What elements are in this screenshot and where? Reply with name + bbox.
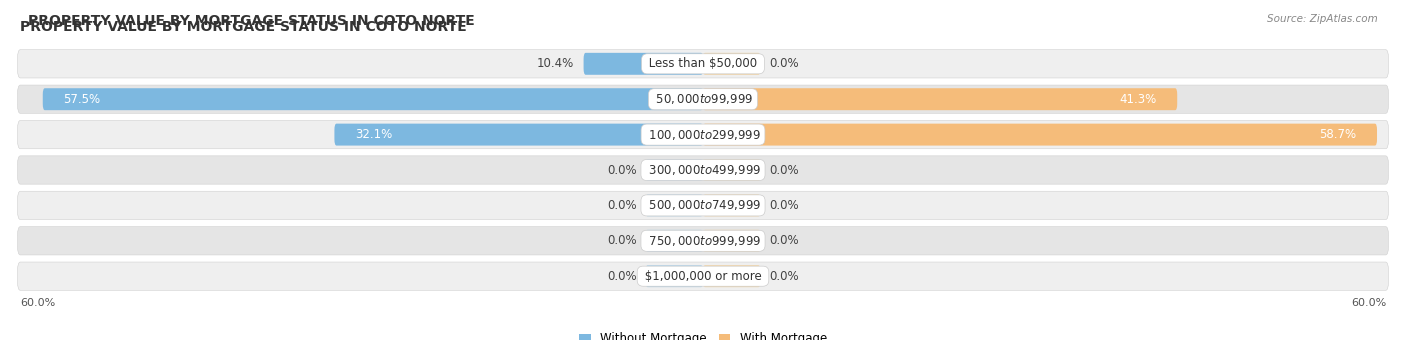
Text: $50,000 to $99,999: $50,000 to $99,999: [652, 92, 754, 106]
FancyBboxPatch shape: [17, 227, 1389, 255]
Text: 32.1%: 32.1%: [356, 128, 392, 141]
Text: 0.0%: 0.0%: [769, 199, 799, 212]
FancyBboxPatch shape: [703, 194, 761, 216]
Text: 0.0%: 0.0%: [607, 234, 637, 247]
FancyBboxPatch shape: [17, 191, 1389, 220]
FancyBboxPatch shape: [645, 194, 703, 216]
FancyBboxPatch shape: [645, 230, 703, 252]
Text: Source: ZipAtlas.com: Source: ZipAtlas.com: [1267, 14, 1378, 23]
FancyBboxPatch shape: [17, 120, 1389, 149]
FancyBboxPatch shape: [703, 230, 761, 252]
FancyBboxPatch shape: [703, 124, 1376, 146]
Text: 0.0%: 0.0%: [769, 164, 799, 176]
Text: 0.0%: 0.0%: [769, 234, 799, 247]
Text: $1,000,000 or more: $1,000,000 or more: [641, 270, 765, 283]
Text: PROPERTY VALUE BY MORTGAGE STATUS IN COTO NORTE: PROPERTY VALUE BY MORTGAGE STATUS IN COT…: [20, 20, 467, 34]
Text: 0.0%: 0.0%: [769, 57, 799, 70]
Text: 0.0%: 0.0%: [607, 270, 637, 283]
FancyBboxPatch shape: [17, 262, 1389, 290]
FancyBboxPatch shape: [703, 53, 761, 75]
Text: 0.0%: 0.0%: [607, 164, 637, 176]
FancyBboxPatch shape: [645, 265, 703, 287]
Text: 60.0%: 60.0%: [1351, 298, 1386, 308]
FancyBboxPatch shape: [645, 159, 703, 181]
Text: 0.0%: 0.0%: [607, 199, 637, 212]
Text: $750,000 to $999,999: $750,000 to $999,999: [644, 234, 762, 248]
Text: 41.3%: 41.3%: [1119, 93, 1157, 106]
Legend: Without Mortgage, With Mortgage: Without Mortgage, With Mortgage: [574, 328, 832, 340]
FancyBboxPatch shape: [17, 50, 1389, 78]
Text: PROPERTY VALUE BY MORTGAGE STATUS IN COTO NORTE: PROPERTY VALUE BY MORTGAGE STATUS IN COT…: [28, 14, 475, 28]
FancyBboxPatch shape: [703, 159, 761, 181]
Text: $500,000 to $749,999: $500,000 to $749,999: [644, 199, 762, 212]
FancyBboxPatch shape: [583, 53, 703, 75]
FancyBboxPatch shape: [703, 265, 761, 287]
Text: 0.0%: 0.0%: [769, 270, 799, 283]
Text: $100,000 to $299,999: $100,000 to $299,999: [644, 128, 762, 141]
Text: 10.4%: 10.4%: [537, 57, 575, 70]
FancyBboxPatch shape: [17, 85, 1389, 113]
Text: 57.5%: 57.5%: [63, 93, 101, 106]
FancyBboxPatch shape: [42, 88, 703, 110]
FancyBboxPatch shape: [17, 156, 1389, 184]
Text: $300,000 to $499,999: $300,000 to $499,999: [644, 163, 762, 177]
FancyBboxPatch shape: [335, 124, 703, 146]
FancyBboxPatch shape: [703, 88, 1177, 110]
Text: 60.0%: 60.0%: [20, 298, 55, 308]
Text: 58.7%: 58.7%: [1319, 128, 1357, 141]
Text: Less than $50,000: Less than $50,000: [645, 57, 761, 70]
